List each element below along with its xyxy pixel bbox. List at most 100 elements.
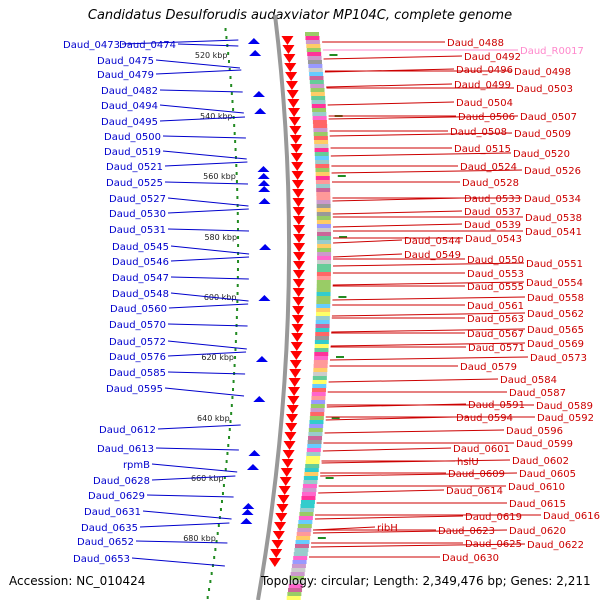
scale-tick-label: 620 kbp — [201, 353, 234, 362]
scale-dot — [236, 284, 239, 287]
scale-tick-label: 680 kbp — [183, 534, 216, 543]
gene-label: Daud_0541 — [525, 227, 582, 238]
scale-dot — [236, 204, 239, 207]
scale-tick-label: 660 kbp — [191, 474, 224, 483]
gene-label: Daud_0571 — [468, 343, 525, 354]
scale-dot — [231, 100, 234, 103]
scale-dot — [235, 180, 238, 183]
cog-block — [302, 484, 317, 488]
gene-label: Daud_0565 — [527, 325, 584, 336]
gene-label: Daud_0631 — [84, 507, 141, 518]
cog-block — [313, 360, 328, 364]
cog-block — [306, 448, 321, 452]
gene-label: rpmB — [123, 460, 150, 471]
label-connector — [331, 169, 523, 174]
cog-block — [316, 200, 331, 204]
cog-block — [312, 120, 327, 124]
scale-dot — [213, 556, 216, 559]
label-connector — [321, 459, 511, 464]
gene-label: Daud_0506 — [458, 112, 515, 123]
cog-block — [317, 260, 332, 264]
label-connector — [159, 104, 244, 114]
gene-label: Daud_0585 — [109, 368, 166, 379]
cog-block — [316, 288, 331, 292]
scale-tick-label: 600 kbp — [204, 293, 237, 302]
cog-block — [310, 84, 325, 88]
label-connector — [314, 515, 464, 520]
cog-block — [294, 548, 309, 552]
gene-arrow — [289, 360, 302, 369]
gene-arrow — [290, 351, 303, 360]
scale-tick-label: 640 kbp — [197, 414, 230, 423]
label-connector — [155, 447, 239, 451]
gene-label: Daud_0515 — [454, 144, 511, 155]
cog-block — [315, 312, 330, 316]
cog-block — [305, 464, 320, 468]
cog-block — [309, 72, 324, 76]
gene-label: Daud_0576 — [109, 352, 166, 363]
cog-block — [290, 572, 305, 576]
cog-block — [314, 356, 329, 360]
scale-dot — [232, 108, 235, 111]
label-connector — [167, 340, 247, 350]
scale-ticks: 520 kbp 540 kbp 560 kbp 580 kbp 600 kbp 620 k… — [183, 28, 348, 599]
scale-tick-label: 580 kbp — [204, 233, 237, 242]
cog-block — [305, 40, 320, 44]
cog-block — [307, 52, 322, 56]
label-connector — [332, 223, 463, 228]
gene-arrow — [282, 45, 295, 54]
label-connector — [142, 510, 232, 520]
gene-label: Daud_0494 — [101, 101, 158, 112]
cog-block — [312, 380, 327, 384]
gene-arrow — [285, 81, 298, 90]
gene-arrow — [289, 369, 302, 378]
scale-dot — [236, 308, 239, 311]
label-connector — [323, 55, 463, 60]
gene-label: Daud_0587 — [509, 388, 566, 399]
label-connector — [159, 116, 245, 122]
gene-arrow — [268, 558, 281, 567]
cog-block — [312, 112, 327, 116]
scale-dot — [225, 460, 228, 463]
gene-label: Daud_0549 — [404, 250, 461, 261]
label-connector — [331, 328, 526, 333]
cog-block — [303, 480, 318, 484]
gene-label: Daud_0596 — [506, 426, 563, 437]
topology-text: Topology: circular; Length: 2,349,476 bp… — [261, 574, 591, 588]
gene-label: Daud_0547 — [112, 273, 169, 284]
cog-block — [317, 240, 332, 244]
cog-block — [298, 516, 313, 520]
cog-block — [310, 412, 325, 416]
cog-block — [311, 400, 326, 404]
cog-block — [315, 320, 330, 324]
gene-arrow — [288, 378, 301, 387]
gene-arrow — [292, 270, 305, 279]
cog-block — [308, 64, 323, 68]
gene-label: Daud_0524 — [460, 162, 517, 173]
gene-label: Daud_0521 — [106, 162, 163, 173]
cog-block — [312, 384, 327, 388]
scale-dot — [211, 564, 214, 567]
cog-block — [298, 520, 313, 524]
gene-arrow — [293, 234, 306, 243]
gene-arrow — [292, 297, 305, 306]
cog-block — [316, 276, 331, 280]
gene-label: Daud_R0017 — [520, 46, 584, 57]
scale-dot — [230, 92, 233, 95]
scale-dot — [236, 268, 239, 271]
cog-block — [311, 96, 326, 100]
cog-block — [316, 296, 331, 300]
cog-block — [301, 492, 316, 496]
gene-arrow — [277, 495, 290, 504]
gene-label: Daud_0555 — [467, 282, 524, 293]
cog-block — [316, 188, 331, 192]
gene-arrow — [278, 486, 291, 495]
label-connector — [167, 351, 247, 357]
cog-block — [305, 460, 320, 464]
gene-label: Daud_0533 — [464, 194, 521, 205]
gene-label: Daud_0572 — [109, 337, 166, 348]
gene-arrow — [287, 99, 300, 108]
cog-block — [311, 392, 326, 396]
gene-arrow — [293, 243, 306, 252]
cog-block — [310, 92, 325, 96]
